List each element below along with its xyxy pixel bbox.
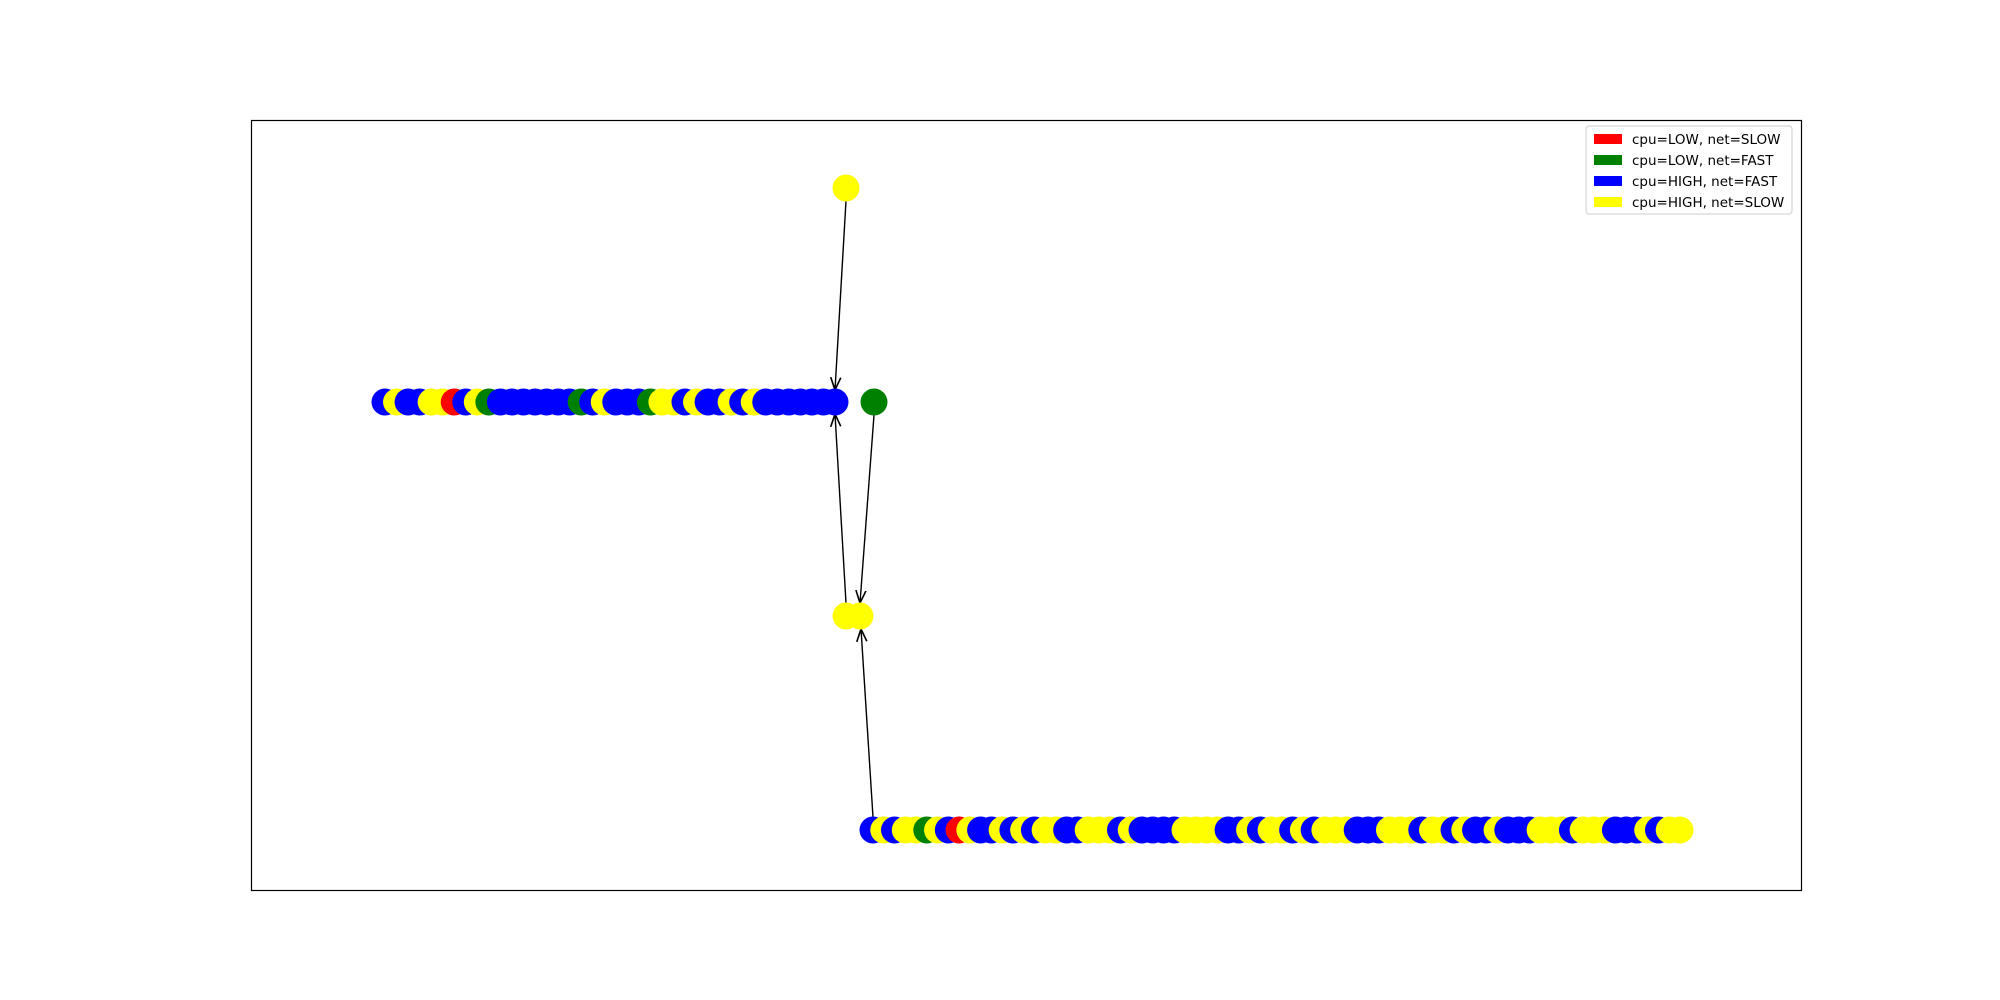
graph-node-middle-right	[860, 388, 888, 416]
middle-left-node-group	[371, 388, 849, 416]
legend-label: cpu=HIGH, net=SLOW	[1632, 195, 1784, 211]
edge-arrow	[835, 414, 847, 604]
graph-node-top	[832, 174, 860, 202]
single-nodes-group	[832, 174, 888, 630]
edge-arrow	[860, 414, 875, 603]
graph-node-center	[846, 602, 874, 630]
legend-swatch-yellow	[1594, 197, 1622, 207]
legend-label: cpu=LOW, net=SLOW	[1632, 132, 1781, 148]
legend-frame	[1585, 125, 1793, 215]
graph-node	[821, 388, 849, 416]
legend-label: cpu=HIGH, net=FAST	[1632, 174, 1778, 190]
legend-item: cpu=HIGH, net=SLOW	[1594, 195, 1784, 211]
legend: cpu=LOW, net=SLOW cpu=LOW, net=FAST cpu=…	[1585, 125, 1793, 215]
legend-swatch-green	[1594, 155, 1622, 165]
plot-frame	[250, 119, 1803, 892]
edge-arrow	[861, 629, 874, 818]
edges-layer	[835, 200, 875, 818]
legend-label: cpu=LOW, net=FAST	[1632, 153, 1774, 169]
edge-arrow	[835, 200, 847, 390]
legend-item: cpu=LOW, net=FAST	[1594, 153, 1774, 169]
legend-swatch-blue	[1594, 176, 1622, 186]
legend-item: cpu=HIGH, net=FAST	[1594, 174, 1778, 190]
legend-item: cpu=LOW, net=SLOW	[1594, 132, 1781, 148]
graph-node	[1666, 816, 1694, 844]
bottom-node-group	[859, 816, 1694, 844]
legend-swatch-red	[1594, 134, 1622, 144]
